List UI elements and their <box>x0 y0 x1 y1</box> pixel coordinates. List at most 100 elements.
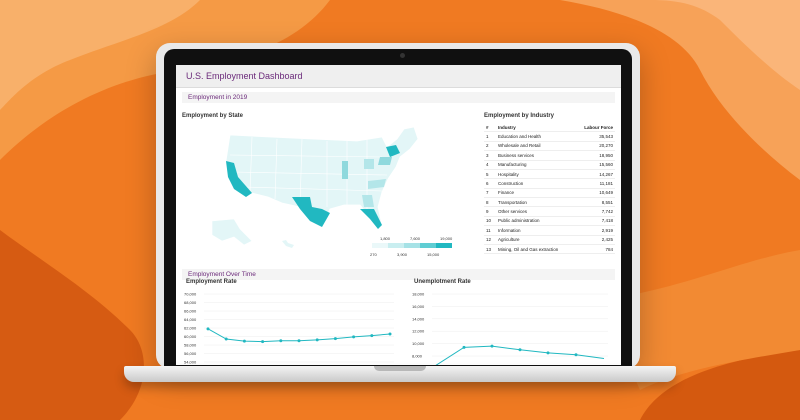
table-row[interactable]: 5 Hospitality 14,267 <box>484 169 615 180</box>
data-point[interactable] <box>224 337 228 341</box>
map-state-new-york[interactable] <box>386 145 400 157</box>
table-cell-rank: 2 <box>484 141 496 152</box>
data-point[interactable] <box>333 337 337 341</box>
unemployment-rate-title: Unemplotment Rate <box>414 279 471 285</box>
map-state-alaska[interactable] <box>211 218 253 246</box>
y-tick-label: 60,000 <box>184 334 197 339</box>
data-point[interactable] <box>206 327 210 331</box>
map-state-texas[interactable] <box>292 197 330 227</box>
map-state-georgia[interactable] <box>362 195 374 207</box>
table-cell-industry: Mining, Oil and Gas extraction <box>496 244 575 255</box>
data-point[interactable] <box>352 335 356 339</box>
laptop-lid: U.S. Employment Dashboard Employment in … <box>156 43 640 369</box>
map-state-north-carolina[interactable] <box>368 179 386 189</box>
table-cell-industry: Transportation <box>496 197 575 208</box>
employment-rate-title: Employment Rate <box>186 279 237 285</box>
table-cell-labour-force: 35,543 <box>574 131 615 142</box>
table-row[interactable]: 8 Transportation 8,551 <box>484 197 615 208</box>
table-cell-industry: Business services <box>496 150 575 161</box>
legend-bottom-label-3: 15,000 <box>427 252 440 257</box>
data-point[interactable] <box>261 340 265 344</box>
y-tick-label: 14,000 <box>412 316 425 321</box>
table-cell-industry: Public administration <box>496 216 575 227</box>
table-row[interactable]: 7 Finance 10,649 <box>484 188 615 199</box>
table-row[interactable]: 2 Wholesale and Retail 20,270 <box>484 141 615 152</box>
table-cell-labour-force: 2,425 <box>574 235 615 245</box>
table-body: 1 Education and Health 35,543 2 Wholesale an… <box>484 131 615 255</box>
y-tick-label: 18,000 <box>412 292 425 297</box>
legend-bin-5 <box>436 243 452 248</box>
table-cell-labour-force: 2,919 <box>574 225 615 236</box>
table-cell-industry: Agriculture <box>496 235 575 245</box>
table-cell-labour-force: 20,270 <box>574 141 615 152</box>
y-tick-label: 70,000 <box>184 292 197 297</box>
data-point[interactable] <box>546 351 550 355</box>
data-point[interactable] <box>462 345 466 349</box>
legend-top-label-2: 7,600 <box>410 236 421 241</box>
map-legend: 1,800 7,600 19,000 270 3,900 15,000 <box>370 236 453 257</box>
legend-bin-3 <box>404 243 420 248</box>
map-state-ohio[interactable] <box>364 159 374 169</box>
map-state-florida[interactable] <box>360 209 382 229</box>
table-cell-rank: 10 <box>484 216 496 227</box>
table-row[interactable]: 13 Mining, Oil and Gas extraction 784 <box>484 244 615 255</box>
map-state-california[interactable] <box>226 161 252 197</box>
industry-table: # Industry Labour Force 1 Education and H… <box>484 123 615 255</box>
data-point[interactable] <box>574 353 578 357</box>
dashboard-title: U.S. Employment Dashboard <box>186 71 303 81</box>
y-tick-label: 54,000 <box>184 360 197 365</box>
table-cell-labour-force: 15,560 <box>574 160 615 170</box>
table-cell-labour-force: 11,181 <box>574 178 615 189</box>
data-point[interactable] <box>315 338 319 342</box>
map-state-pennsylvania[interactable] <box>378 157 392 165</box>
camera-icon <box>400 53 405 58</box>
data-point[interactable] <box>370 334 374 338</box>
data-point[interactable] <box>518 348 522 352</box>
y-tick-label: 58,000 <box>184 343 197 348</box>
table-row[interactable]: 9 Other services 7,742 <box>484 206 615 217</box>
table-row[interactable]: 10 Public administration 7,418 <box>484 216 615 227</box>
table-row[interactable]: 4 Manufacturing 15,560 <box>484 160 615 170</box>
map-title: Employment by State <box>182 113 244 119</box>
table-row[interactable]: 12 Agriculture 2,425 <box>484 235 615 245</box>
section-employment-2019: Employment in 2019 <box>182 92 615 103</box>
section-employment-over-time: Employment Over Time <box>182 269 615 280</box>
data-point[interactable] <box>388 332 392 336</box>
employment-by-state-panel: Employment by State <box>182 109 472 267</box>
data-point[interactable] <box>297 339 301 343</box>
legend-bin-2 <box>388 243 404 248</box>
table-cell-labour-force: 10,649 <box>574 188 615 199</box>
table-cell-labour-force: 7,742 <box>574 206 615 217</box>
table-cell-rank: 12 <box>484 235 496 245</box>
dashboard-header: U.S. Employment Dashboard <box>176 65 621 88</box>
table-cell-rank: 4 <box>484 160 496 170</box>
table-row[interactable]: 3 Business services 18,950 <box>484 150 615 161</box>
table-cell-industry: Finance <box>496 188 575 199</box>
data-point[interactable] <box>279 339 283 343</box>
legend-top-label-3: 19,000 <box>440 236 453 241</box>
data-point[interactable] <box>242 339 246 343</box>
map-state-illinois[interactable] <box>342 161 348 179</box>
table-cell-industry: Manufacturing <box>496 160 575 170</box>
table-row[interactable]: 1 Education and Health 35,543 <box>484 131 615 142</box>
table-row[interactable]: 6 Construction 11,181 <box>484 178 615 189</box>
map-state-hawaii[interactable] <box>282 240 294 248</box>
dashboard-screen: U.S. Employment Dashboard Employment in … <box>176 65 621 365</box>
legend-bottom-label-2: 3,900 <box>397 252 408 257</box>
table-cell-industry: Education and Health <box>496 131 575 142</box>
table-cell-labour-force: 14,267 <box>574 169 615 180</box>
table-header-row: # Industry Labour Force <box>484 123 615 133</box>
col-rank[interactable]: # <box>484 123 496 133</box>
y-tick-label: 64,000 <box>184 317 197 322</box>
y-tick-label: 56,000 <box>184 351 197 356</box>
table-cell-rank: 5 <box>484 169 496 180</box>
employment-by-industry-panel: Employment by Industry # Industry Labour… <box>484 109 615 267</box>
table-row[interactable]: 11 Information 2,919 <box>484 225 615 236</box>
col-industry[interactable]: Industry <box>496 123 575 133</box>
y-tick-label: 10,000 <box>412 341 425 346</box>
data-point[interactable] <box>490 344 494 348</box>
table-cell-labour-force: 784 <box>574 244 615 255</box>
col-labour-force[interactable]: Labour Force <box>574 123 615 133</box>
table-cell-rank: 8 <box>484 197 496 208</box>
laptop-base-notch <box>374 366 426 371</box>
